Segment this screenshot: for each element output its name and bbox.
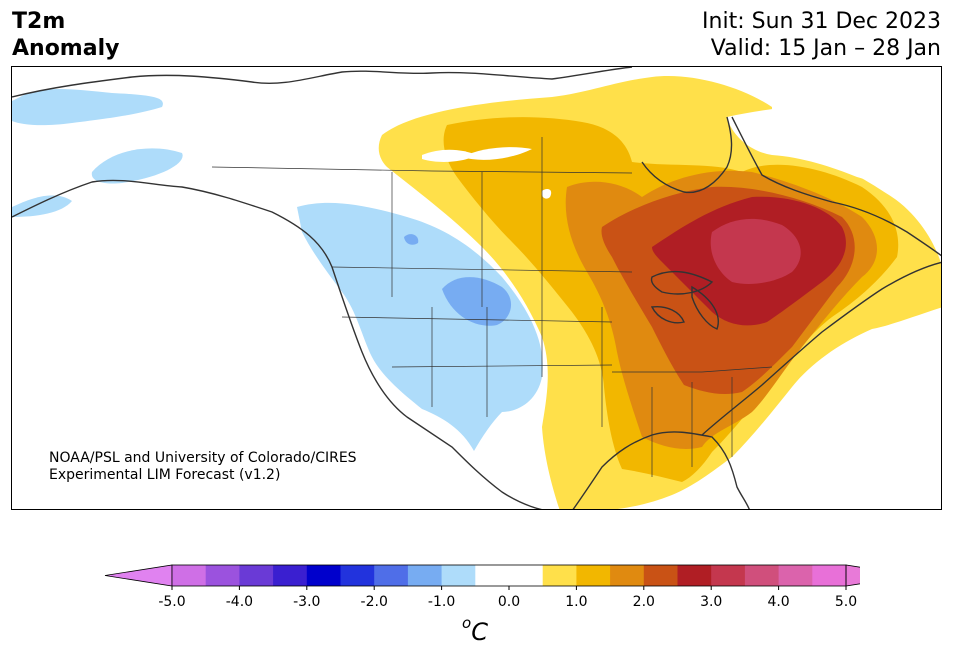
valid-range: Valid: 15 Jan – 28 Jan <box>710 36 941 61</box>
colorbar-swatch <box>576 565 611 586</box>
colorbar-tick-label: 0.0 <box>498 594 520 610</box>
colorbar: -5.0 -4.0 -3.0 -2.0 -1.0 0.0 1.0 2.0 3.0 4.0 5.0 <box>104 564 860 610</box>
colorbar-swatch <box>778 565 813 586</box>
colorbar-tick-label: 3.0 <box>700 594 722 610</box>
colorbar-swatch <box>610 565 645 586</box>
credit-line-2: Experimental LIM Forecast (v1.2) <box>49 467 281 483</box>
colorbar-over-arrow <box>845 564 860 587</box>
title-line-2: Anomaly <box>12 36 120 61</box>
near-zero-region <box>422 67 941 199</box>
map-graphic <box>12 67 941 509</box>
colorbar-swatch <box>441 565 476 586</box>
colorbar-tick-label: 1.0 <box>565 594 587 610</box>
colorbar-swatch <box>374 565 409 586</box>
colorbar-swatch <box>306 565 341 586</box>
colorbar-ticks: -5.0 -4.0 -3.0 -2.0 -1.0 0.0 1.0 2.0 3.0 4.0 5.0 <box>158 586 857 610</box>
colorbar-swatch <box>475 565 510 586</box>
colorbar-tick-label: -5.0 <box>158 594 185 610</box>
init-date: Init: Sun 31 Dec 2023 <box>702 9 941 34</box>
colorbar-tick-label: 4.0 <box>767 594 789 610</box>
colorbar-swatch <box>205 565 240 586</box>
cold-anomaly-region <box>12 89 543 451</box>
colorbar-unit: oC <box>462 614 488 646</box>
map-title: T2m Anomaly <box>12 8 119 62</box>
colorbar-swatch <box>711 565 746 586</box>
colorbar-swatch <box>273 565 308 586</box>
colorbar-tick-label: -1.0 <box>428 594 455 610</box>
credit-line-1: NOAA/PSL and University of Colorado/CIRE… <box>49 450 357 466</box>
colorbar-tick-label: 2.0 <box>633 594 655 610</box>
forecast-credit: NOAA/PSL and University of Colorado/CIRE… <box>49 450 357 484</box>
colorbar-swatch <box>643 565 678 586</box>
coastline <box>12 67 941 509</box>
colorbar-swatch <box>407 565 443 586</box>
colorbar-swatch <box>172 565 207 586</box>
title-line-1: T2m <box>12 9 66 34</box>
colorbar-under-arrow <box>104 564 173 587</box>
colorbar-swatch <box>812 565 847 586</box>
unit-degree: o <box>462 614 472 632</box>
forecast-dates: Init: Sun 31 Dec 2023 Valid: 15 Jan – 28… <box>702 8 941 62</box>
colorbar-swatch <box>542 565 577 586</box>
unit-letter: C <box>471 618 488 646</box>
anomaly-map <box>11 66 942 510</box>
colorbar-swatch <box>340 565 375 586</box>
colorbar-tick-label: -4.0 <box>226 594 253 610</box>
colorbar-swatch <box>744 565 780 586</box>
colorbar-swatch <box>239 565 274 586</box>
colorbar-swatches <box>104 564 860 587</box>
colorbar-swatch <box>509 565 544 586</box>
colorbar-tick-label: -3.0 <box>293 594 320 610</box>
political-borders <box>211 137 773 477</box>
colorbar-swatch <box>677 565 712 586</box>
cold-anomaly-core <box>404 234 512 326</box>
colorbar-tick-label: -2.0 <box>361 594 388 610</box>
warm-anomaly-region <box>378 76 941 509</box>
colorbar-tick-label: 5.0 <box>835 594 857 610</box>
